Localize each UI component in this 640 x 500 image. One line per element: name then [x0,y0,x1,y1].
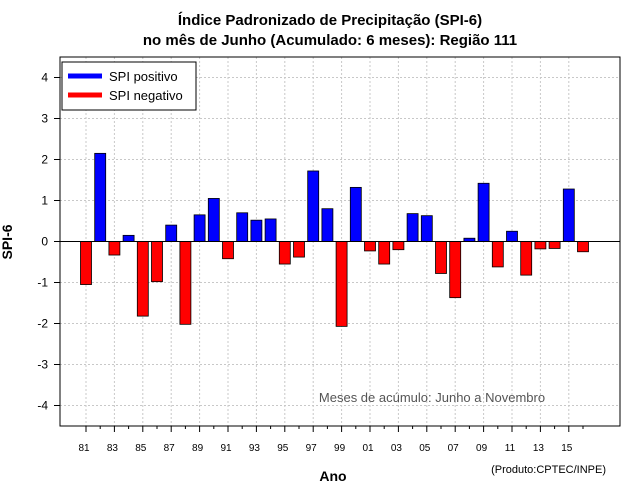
bar [364,241,376,252]
y-tick-label: 4 [41,71,48,85]
bar [193,214,206,242]
bar [222,241,234,260]
x-tick-label: 99 [334,443,346,454]
accumulation-note: Meses de acúmulo: Junho a Novembro [319,390,545,405]
bar [307,170,320,242]
chart-title-line2: no mês de Junho (Acumulado: 6 meses): Re… [143,32,517,49]
bar [420,215,433,242]
bar [349,186,362,242]
y-axis: -4 -3 -2 -1 0 1 2 3 4 [37,71,60,413]
y-tick-label: 1 [41,194,48,208]
x-tick-label: 93 [249,443,261,454]
bar [449,241,462,299]
y-tick-label: 2 [41,153,48,167]
bar [236,212,249,242]
legend: SPI positivo SPI negativo [61,61,197,111]
y-tick-label: -4 [37,399,48,413]
x-tick-label: 07 [448,443,460,454]
bar [80,241,92,285]
bar [207,198,220,242]
legend-box [61,61,197,111]
y-tick-label: 3 [41,112,48,126]
bar [562,188,575,242]
bar [435,241,447,274]
y-tick-label: -3 [37,358,48,372]
bar [335,241,348,327]
y-tick-label: -1 [37,276,48,290]
bar [406,213,419,242]
bar [293,241,305,258]
bar [151,241,163,283]
bar [179,241,192,325]
bars [80,152,589,327]
x-tick-label: 11 [505,443,516,454]
x-axis-label: Ano [319,468,346,484]
y-axis-label: SPI-6 [0,224,15,259]
bar [548,241,561,249]
x-tick-label: 09 [476,443,488,454]
bar [278,241,291,265]
bar [264,218,277,242]
bar [250,219,263,242]
bar [136,241,149,317]
x-tick-label: 03 [391,443,403,454]
bar [165,224,178,242]
bar [378,241,391,265]
bar [506,230,518,242]
legend-label-positive: SPI positivo [109,69,178,84]
product-credit: (Produto:CPTEC/INPE) [491,464,606,476]
x-axis: 81 83 85 87 89 91 93 95 97 99 01 03 05 07 09 11 13 15 [78,426,584,454]
bar [477,182,490,242]
x-tick-label: 83 [107,443,119,454]
bar [321,208,334,242]
x-tick-label: 05 [419,443,431,454]
x-tick-label: 15 [561,443,573,454]
bar [491,241,504,268]
x-tick-label: 87 [164,443,176,454]
bar [122,234,135,242]
x-tick-label: 95 [277,443,289,454]
bar [108,241,121,256]
chart-title-line1: Índice Padronizado de Precipitação (SPI-… [178,12,482,29]
x-tick-label: 89 [192,443,204,454]
x-tick-label: 81 [78,443,90,454]
x-tick-label: 13 [533,443,545,454]
x-tick-label: 91 [220,443,232,454]
x-tick-label: 85 [135,443,147,454]
bar [577,241,589,253]
y-tick-label: -2 [37,317,48,331]
bar [520,241,533,276]
x-tick-label: 97 [306,443,318,454]
y-tick-label: 0 [41,235,48,249]
bar [534,241,547,250]
bar [94,152,107,242]
legend-label-negative: SPI negativo [109,88,183,103]
bar [392,241,405,251]
x-tick-label: 01 [362,443,374,454]
